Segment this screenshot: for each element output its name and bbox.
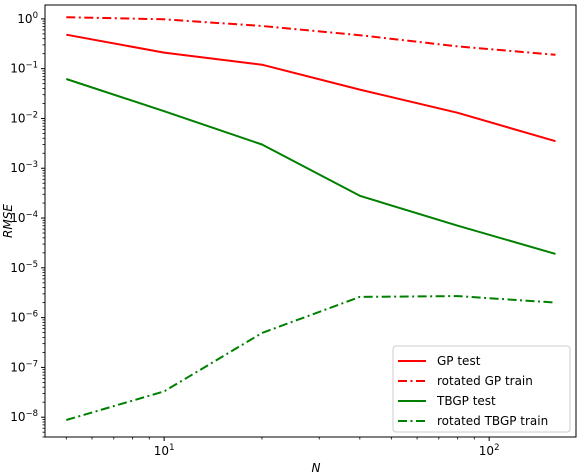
x-axis-label: N xyxy=(312,461,321,475)
y-tick-label: 10−3 xyxy=(10,160,38,175)
x-tick-label: 101 xyxy=(154,443,175,458)
legend-label-2: rotated GP train xyxy=(437,374,533,388)
series-line-2 xyxy=(66,16,556,56)
y-tick-label: 10−8 xyxy=(10,409,38,424)
series-line-1 xyxy=(66,33,556,143)
legend-label-4: rotated TBGP train xyxy=(437,414,548,428)
y-tick-label: 10−7 xyxy=(10,359,38,374)
y-tick-label: 10−6 xyxy=(10,310,38,325)
y-tick-label: 10−5 xyxy=(10,260,38,275)
plot-frame xyxy=(44,4,577,438)
legend-frame xyxy=(392,345,571,433)
y-tick-label: 10−1 xyxy=(10,61,38,76)
y-tick-label: 10−4 xyxy=(10,210,38,225)
y-tick-label: 10−2 xyxy=(10,110,38,125)
y-axis-label: RMSE xyxy=(1,204,15,238)
legend-label-3: TBGP test xyxy=(436,394,496,408)
legend: GP test rotated GP train TBGP test rotated … xyxy=(392,345,571,433)
y-tick-label: 100 xyxy=(17,11,38,26)
series-line-4 xyxy=(66,295,556,421)
legend-label-1: GP test xyxy=(437,354,481,368)
x-tick-label: 102 xyxy=(479,443,500,458)
series-line-3 xyxy=(65,78,556,255)
